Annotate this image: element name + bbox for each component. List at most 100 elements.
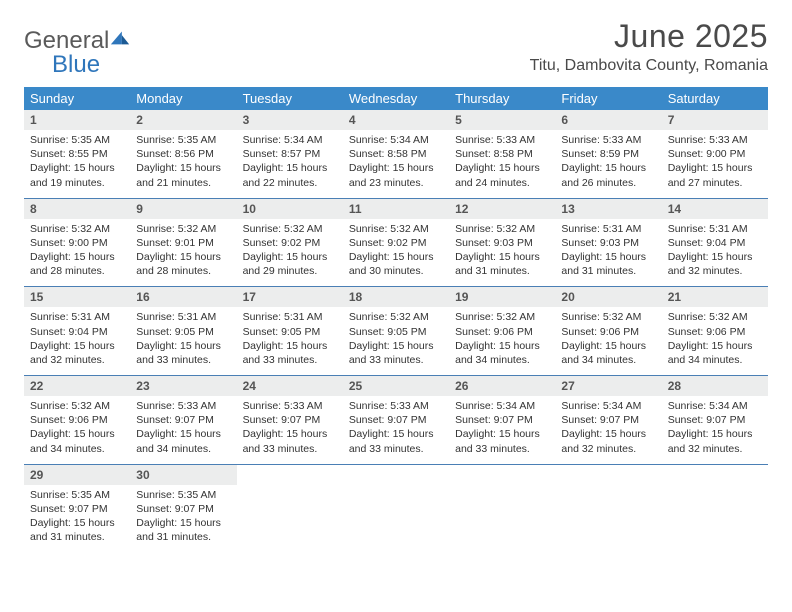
day-number-row: 15161718192021 [24, 287, 768, 308]
daylight-line: Daylight: 15 hours and 22 minutes. [243, 161, 337, 189]
daylight-line: Daylight: 15 hours and 31 minutes. [561, 250, 655, 278]
day-number-cell: 8 [24, 198, 130, 219]
day-content-cell: Sunrise: 5:35 AMSunset: 8:55 PMDaylight:… [24, 130, 130, 198]
day-content-cell: Sunrise: 5:32 AMSunset: 9:03 PMDaylight:… [449, 219, 555, 287]
daylight-line: Daylight: 15 hours and 21 minutes. [136, 161, 230, 189]
day-number-cell: 29 [24, 464, 130, 485]
location-subtitle: Titu, Dambovita County, Romania [530, 57, 768, 75]
daylight-line: Daylight: 15 hours and 32 minutes. [668, 250, 762, 278]
day-content-cell: Sunrise: 5:33 AMSunset: 9:07 PMDaylight:… [130, 396, 236, 464]
sunset-line: Sunset: 9:07 PM [136, 413, 230, 427]
day-number-cell: 17 [237, 287, 343, 308]
logo-triangle-icon [109, 26, 131, 48]
day-content-cell [662, 485, 768, 553]
sunrise-line: Sunrise: 5:35 AM [30, 488, 124, 502]
sunset-line: Sunset: 8:57 PM [243, 147, 337, 161]
day-content-cell: Sunrise: 5:31 AMSunset: 9:05 PMDaylight:… [130, 307, 236, 375]
day-number-cell: 16 [130, 287, 236, 308]
daylight-line: Daylight: 15 hours and 24 minutes. [455, 161, 549, 189]
day-content-cell [343, 485, 449, 553]
day-number-cell: 27 [555, 376, 661, 397]
page-title: June 2025 [530, 18, 768, 55]
day-content-row: Sunrise: 5:32 AMSunset: 9:00 PMDaylight:… [24, 219, 768, 287]
daylight-line: Daylight: 15 hours and 34 minutes. [561, 339, 655, 367]
daylight-line: Daylight: 15 hours and 32 minutes. [668, 427, 762, 455]
sunrise-line: Sunrise: 5:33 AM [455, 133, 549, 147]
sunset-line: Sunset: 8:59 PM [561, 147, 655, 161]
day-content-cell: Sunrise: 5:31 AMSunset: 9:03 PMDaylight:… [555, 219, 661, 287]
day-content-cell: Sunrise: 5:33 AMSunset: 9:07 PMDaylight:… [237, 396, 343, 464]
sunset-line: Sunset: 9:00 PM [30, 236, 124, 250]
day-header: Saturday [662, 87, 768, 110]
day-number-cell: 14 [662, 198, 768, 219]
header: General Blue June 2025 Titu, Dambovita C… [24, 18, 768, 77]
sunrise-line: Sunrise: 5:32 AM [668, 310, 762, 324]
day-content-cell: Sunrise: 5:32 AMSunset: 9:00 PMDaylight:… [24, 219, 130, 287]
daylight-line: Daylight: 15 hours and 33 minutes. [136, 339, 230, 367]
day-number-cell: 18 [343, 287, 449, 308]
day-number-cell [449, 464, 555, 485]
day-number-cell [237, 464, 343, 485]
sunset-line: Sunset: 9:07 PM [243, 413, 337, 427]
sunrise-line: Sunrise: 5:31 AM [668, 222, 762, 236]
day-content-cell: Sunrise: 5:31 AMSunset: 9:05 PMDaylight:… [237, 307, 343, 375]
day-content-cell [555, 485, 661, 553]
day-number-cell: 19 [449, 287, 555, 308]
day-content-cell: Sunrise: 5:33 AMSunset: 8:59 PMDaylight:… [555, 130, 661, 198]
sunset-line: Sunset: 9:01 PM [136, 236, 230, 250]
day-content-cell: Sunrise: 5:32 AMSunset: 9:02 PMDaylight:… [343, 219, 449, 287]
day-content-cell: Sunrise: 5:34 AMSunset: 9:07 PMDaylight:… [555, 396, 661, 464]
day-number-cell: 9 [130, 198, 236, 219]
daylight-line: Daylight: 15 hours and 33 minutes. [243, 339, 337, 367]
sunrise-line: Sunrise: 5:31 AM [243, 310, 337, 324]
sunset-line: Sunset: 9:07 PM [455, 413, 549, 427]
day-header: Friday [555, 87, 661, 110]
daylight-line: Daylight: 15 hours and 34 minutes. [668, 339, 762, 367]
day-number-cell: 20 [555, 287, 661, 308]
sunset-line: Sunset: 9:06 PM [30, 413, 124, 427]
daylight-line: Daylight: 15 hours and 31 minutes. [455, 250, 549, 278]
day-number-row: 1234567 [24, 110, 768, 130]
sunrise-line: Sunrise: 5:33 AM [668, 133, 762, 147]
daylight-line: Daylight: 15 hours and 32 minutes. [30, 339, 124, 367]
sunset-line: Sunset: 9:07 PM [561, 413, 655, 427]
day-number-cell: 5 [449, 110, 555, 130]
sunset-line: Sunset: 9:02 PM [349, 236, 443, 250]
day-header: Tuesday [237, 87, 343, 110]
sunrise-line: Sunrise: 5:33 AM [136, 399, 230, 413]
day-content-cell: Sunrise: 5:34 AMSunset: 8:58 PMDaylight:… [343, 130, 449, 198]
sunrise-line: Sunrise: 5:34 AM [243, 133, 337, 147]
daylight-line: Daylight: 15 hours and 34 minutes. [136, 427, 230, 455]
day-header-row: SundayMondayTuesdayWednesdayThursdayFrid… [24, 87, 768, 110]
sunrise-line: Sunrise: 5:34 AM [561, 399, 655, 413]
sunset-line: Sunset: 9:07 PM [136, 502, 230, 516]
day-content-cell: Sunrise: 5:33 AMSunset: 9:00 PMDaylight:… [662, 130, 768, 198]
logo-word-blue: Blue [24, 51, 100, 78]
sunset-line: Sunset: 8:55 PM [30, 147, 124, 161]
daylight-line: Daylight: 15 hours and 29 minutes. [243, 250, 337, 278]
sunset-line: Sunset: 8:58 PM [349, 147, 443, 161]
day-content-row: Sunrise: 5:35 AMSunset: 8:55 PMDaylight:… [24, 130, 768, 198]
sunrise-line: Sunrise: 5:31 AM [30, 310, 124, 324]
sunrise-line: Sunrise: 5:35 AM [30, 133, 124, 147]
sunrise-line: Sunrise: 5:35 AM [136, 133, 230, 147]
sunrise-line: Sunrise: 5:32 AM [30, 399, 124, 413]
day-content-cell [449, 485, 555, 553]
day-number-cell [662, 464, 768, 485]
day-content-cell: Sunrise: 5:34 AMSunset: 8:57 PMDaylight:… [237, 130, 343, 198]
day-header: Sunday [24, 87, 130, 110]
sunset-line: Sunset: 9:04 PM [668, 236, 762, 250]
sunrise-line: Sunrise: 5:32 AM [349, 310, 443, 324]
day-content-cell: Sunrise: 5:32 AMSunset: 9:06 PMDaylight:… [24, 396, 130, 464]
day-number-cell: 2 [130, 110, 236, 130]
day-number-cell [555, 464, 661, 485]
day-header: Monday [130, 87, 236, 110]
day-content-cell: Sunrise: 5:34 AMSunset: 9:07 PMDaylight:… [662, 396, 768, 464]
sunrise-line: Sunrise: 5:35 AM [136, 488, 230, 502]
daylight-line: Daylight: 15 hours and 23 minutes. [349, 161, 443, 189]
sunset-line: Sunset: 9:06 PM [561, 325, 655, 339]
day-number-cell: 1 [24, 110, 130, 130]
sunset-line: Sunset: 9:06 PM [455, 325, 549, 339]
sunrise-line: Sunrise: 5:31 AM [561, 222, 655, 236]
sunset-line: Sunset: 9:00 PM [668, 147, 762, 161]
